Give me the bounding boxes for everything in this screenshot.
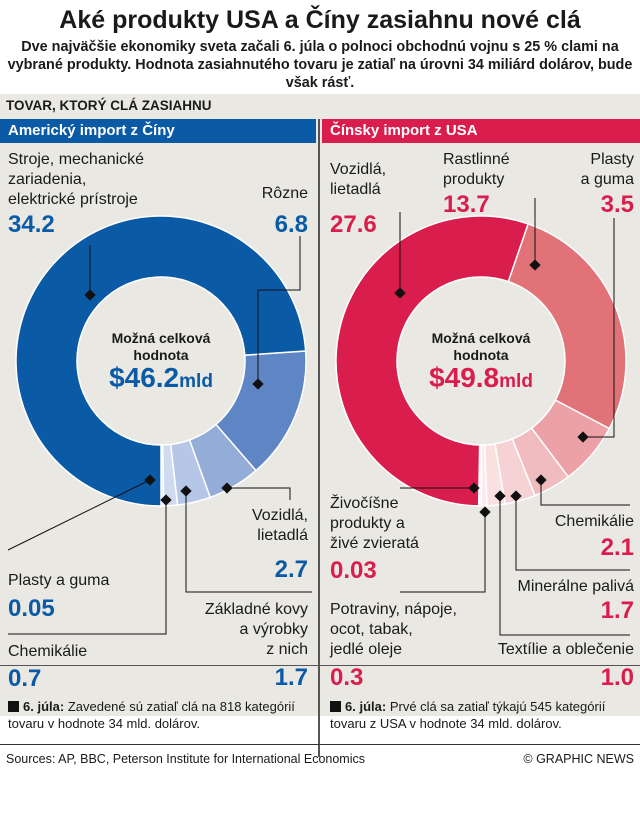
right-value-plants: 13.7 (443, 191, 490, 218)
left-chart-header: Americký import z Číny (0, 119, 316, 143)
right-center-label: Možná celková hodnota (431, 330, 531, 363)
left-note: 6. júla: Zavedené sú zatiaľ clá na 818 k… (8, 699, 295, 731)
right-label-food: Potraviny, nápoje, ocot, tabak, jedlé ol… (330, 601, 457, 658)
leader-line (257, 236, 301, 384)
diamond-marker-icon (529, 259, 541, 271)
note-square-icon (330, 701, 341, 712)
leader-line (400, 512, 486, 593)
right-value-animals: 0.03 (330, 557, 377, 584)
left-label-metals: Základné kovy a výrobky z nich (204, 601, 308, 658)
diamond-marker-icon (510, 490, 522, 502)
leader-line (8, 500, 167, 635)
slice-0-2 (188, 423, 258, 499)
chart-panel (0, 94, 640, 716)
slice-0-1 (214, 350, 307, 472)
left-value-vehicles: 2.7 (274, 556, 308, 583)
slice-1-7 (477, 444, 483, 507)
leader-line (583, 218, 615, 438)
right-label-fuels: Minerálne palivá (517, 578, 634, 595)
right-value-fuels: 1.7 (600, 597, 634, 624)
left-label-misc: Rôzne (261, 185, 308, 202)
diamond-marker-icon (479, 506, 491, 518)
diamond-marker-icon (535, 474, 547, 486)
right-value-textiles: 1.0 (600, 664, 634, 691)
credit: © GRAPHIC NEWS (523, 752, 634, 766)
left-label-machinery: Stroje, mechanické zariadenia, elektrick… (8, 151, 145, 208)
right-value-plastics: 3.5 (600, 191, 634, 218)
diamond-marker-icon (394, 287, 406, 299)
right-center-value: $49.8mld (429, 362, 533, 393)
diamond-marker-icon (144, 474, 156, 486)
right-label-plastics: Plasty a guma (580, 151, 634, 188)
panel-divider (318, 119, 320, 757)
right-note: 6. júla: Prvé clá sa zatiaľ týkajú 545 k… (330, 699, 606, 731)
page-title: Aké produkty USA a Číny zasiahnu nové cl… (59, 6, 581, 34)
diamond-marker-icon (252, 378, 264, 390)
diamond-marker-icon (468, 482, 480, 494)
left-value-machinery: 34.2 (8, 211, 55, 238)
left-label-vehicles: Vozidlá, lietadlá (251, 507, 308, 544)
page-subtitle: Dve najväčšie ekonomiky sveta začali 6. … (7, 39, 633, 91)
slice-0-3 (169, 439, 212, 506)
right-label-chemicals: Chemikálie (554, 513, 634, 530)
diamond-marker-icon (494, 490, 506, 502)
diamond-marker-icon (180, 485, 192, 497)
right-chart-header: Čínsky import z USA (322, 119, 640, 143)
diamond-marker-icon (577, 431, 589, 443)
note-square-icon (8, 701, 19, 712)
footer-divider (0, 744, 640, 745)
right-value-food: 0.3 (330, 664, 364, 691)
leader-line (227, 487, 291, 500)
leader-line (540, 480, 630, 506)
leader-line (499, 496, 630, 636)
leader-line (515, 496, 630, 571)
leader-line (7, 479, 151, 551)
slice-0-0 (15, 215, 307, 507)
right-value-vehicles: 27.6 (330, 211, 377, 238)
right-label-plants: Rastlinné produkty (443, 151, 510, 188)
left-label-chemicals: Chemikálie (8, 643, 88, 660)
sources: Sources: AP, BBC, Peterson Institute for… (6, 752, 365, 766)
left-label-plastics: Plasty a guma (8, 572, 110, 589)
left-value-metals: 1.7 (274, 664, 308, 691)
right-label-vehicles: Vozidlá, lietadlá (330, 161, 387, 198)
left-center-value: $46.2mld (109, 362, 213, 393)
left-value-plastics: 0.05 (8, 595, 55, 622)
section-label: TOVAR, KTORÝ CLÁ ZASIAHNU (6, 98, 212, 113)
leader-line (185, 491, 312, 593)
right-label-animals: Živočíšne produkty a živé zvieratá (330, 495, 419, 552)
notes-divider (0, 665, 640, 666)
slice-1-1 (507, 222, 627, 430)
diamond-marker-icon (221, 482, 233, 494)
left-value-misc: 6.8 (274, 211, 308, 238)
left-value-chemicals: 0.7 (8, 665, 42, 692)
right-value-chemicals: 2.1 (600, 534, 634, 561)
diamond-marker-icon (160, 494, 172, 506)
left-center-label: Možná celková hodnota (111, 330, 211, 363)
slice-1-0 (335, 215, 530, 507)
right-label-textiles: Textílie a oblečenie (497, 641, 634, 658)
